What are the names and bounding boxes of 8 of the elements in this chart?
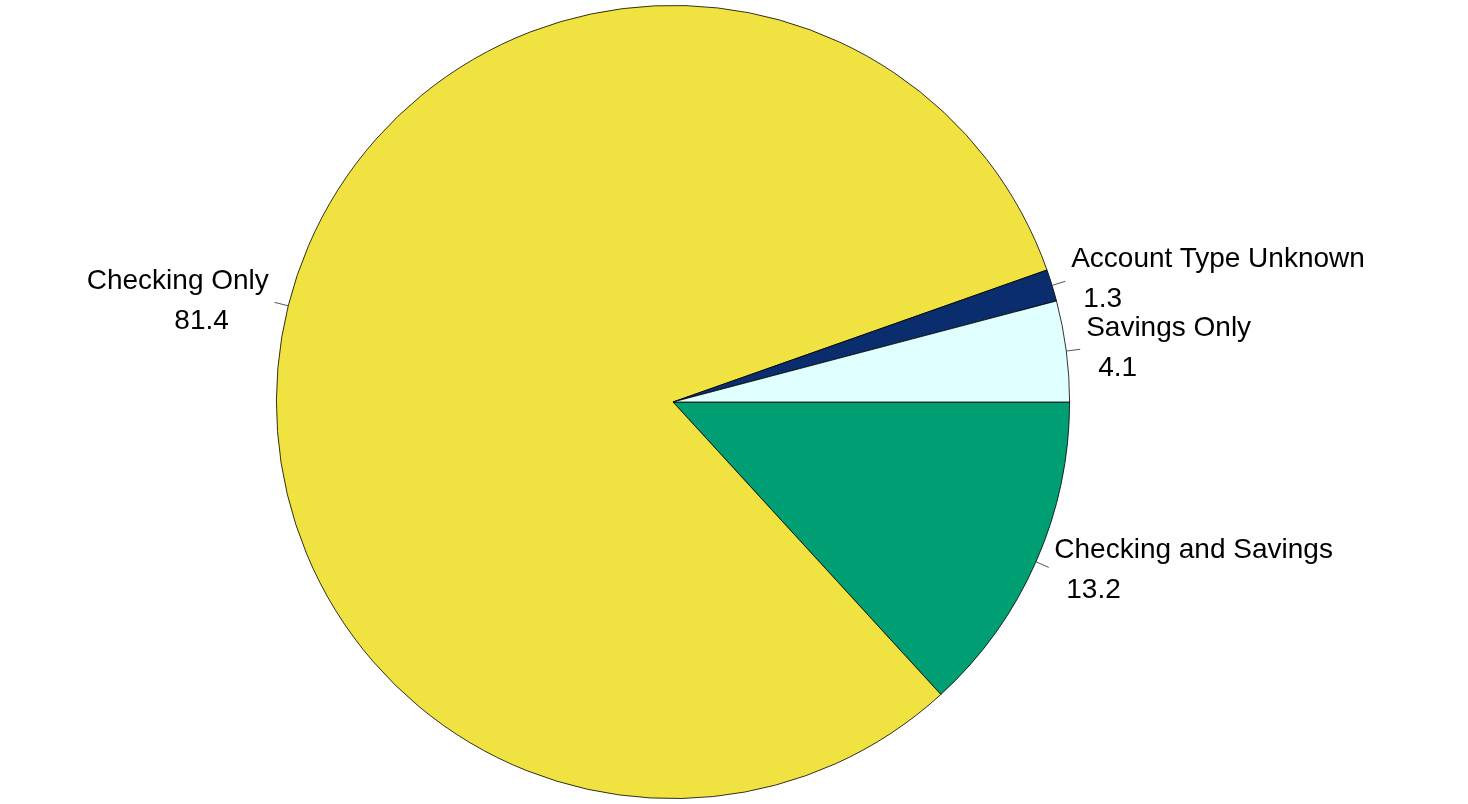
data-label: 13.2: [1066, 572, 1121, 604]
slice-label: Savings Only: [1086, 311, 1252, 343]
slice-label: Account Type Unknown: [1071, 242, 1365, 274]
data-label: 81.4: [174, 303, 229, 335]
slice-label: Checking Only: [86, 263, 269, 295]
data-label: 1.3: [1083, 282, 1123, 314]
slice-label: Checking and Savings: [1054, 532, 1333, 564]
data-label: 4.1: [1098, 351, 1138, 383]
